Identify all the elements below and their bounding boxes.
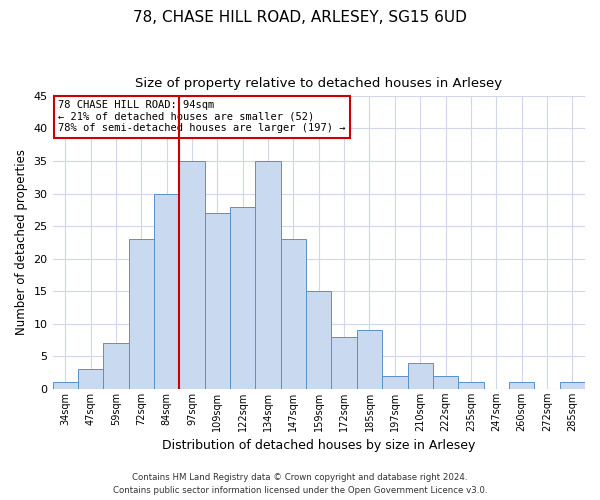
- Bar: [78, 370, 103, 389]
- Bar: [458, 382, 484, 389]
- Bar: [306, 291, 331, 389]
- Y-axis label: Number of detached properties: Number of detached properties: [15, 150, 28, 336]
- Bar: [433, 376, 458, 389]
- Bar: [230, 206, 256, 389]
- Text: 78 CHASE HILL ROAD: 94sqm
← 21% of detached houses are smaller (52)
78% of semi-: 78 CHASE HILL ROAD: 94sqm ← 21% of detac…: [58, 100, 346, 134]
- X-axis label: Distribution of detached houses by size in Arlesey: Distribution of detached houses by size …: [162, 440, 475, 452]
- Title: Size of property relative to detached houses in Arlesey: Size of property relative to detached ho…: [135, 78, 502, 90]
- Bar: [407, 363, 433, 389]
- Bar: [509, 382, 534, 389]
- Text: 78, CHASE HILL ROAD, ARLESEY, SG15 6UD: 78, CHASE HILL ROAD, ARLESEY, SG15 6UD: [133, 10, 467, 25]
- Bar: [128, 239, 154, 389]
- Bar: [281, 239, 306, 389]
- Text: Contains HM Land Registry data © Crown copyright and database right 2024.
Contai: Contains HM Land Registry data © Crown c…: [113, 473, 487, 495]
- Bar: [205, 213, 230, 389]
- Bar: [560, 382, 585, 389]
- Bar: [357, 330, 382, 389]
- Bar: [154, 194, 179, 389]
- Bar: [103, 344, 128, 389]
- Bar: [256, 161, 281, 389]
- Bar: [382, 376, 407, 389]
- Bar: [179, 161, 205, 389]
- Bar: [331, 337, 357, 389]
- Bar: [53, 382, 78, 389]
